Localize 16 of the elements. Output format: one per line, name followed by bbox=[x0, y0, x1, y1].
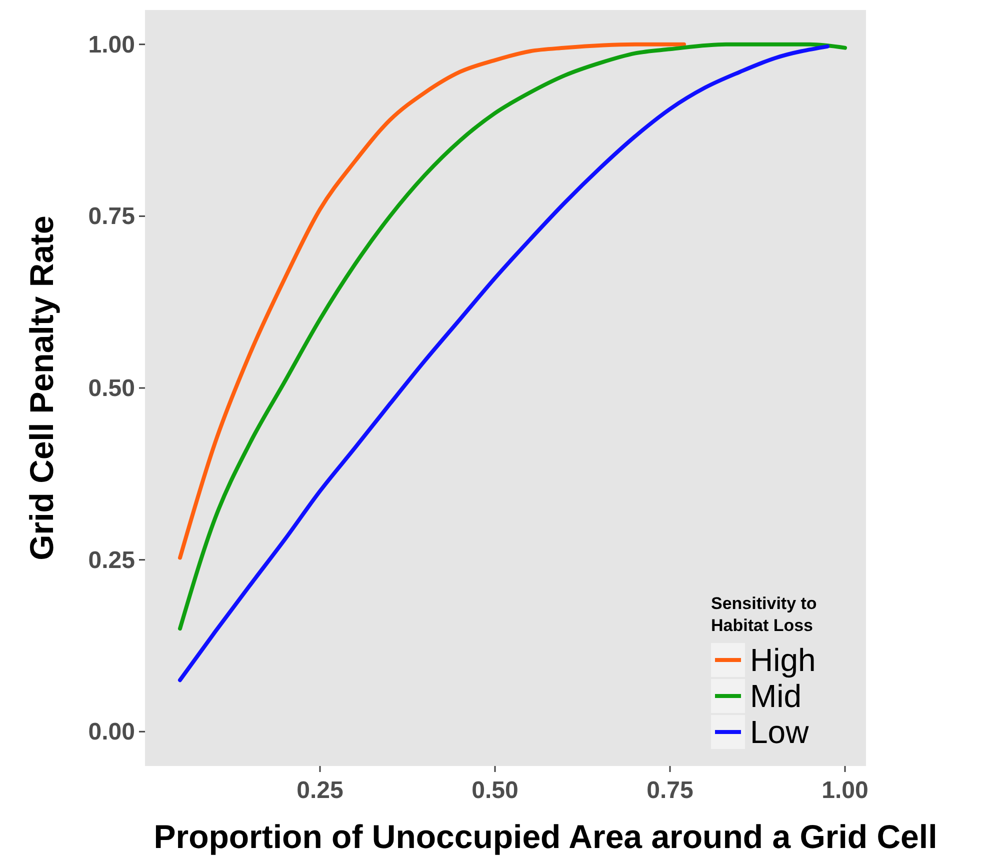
x-axis-title: Proportion of Unoccupied Area around a Grid Cell bbox=[154, 818, 938, 855]
line-series bbox=[178, 42, 686, 560]
y-tick-label: 0.75 bbox=[88, 203, 135, 230]
y-tick-label: 0.25 bbox=[88, 546, 135, 574]
x-tick-label: 0.75 bbox=[646, 777, 694, 804]
x-tick-label: 0.25 bbox=[296, 777, 344, 804]
y-tick-label: 0.00 bbox=[88, 718, 135, 746]
x-tick-label: 1.00 bbox=[822, 777, 868, 804]
legend-label: High bbox=[750, 642, 816, 678]
y-axis-title: Grid Cell Penalty Rate bbox=[23, 216, 60, 560]
legend-title: Sensitivity to Habitat Loss bbox=[711, 594, 817, 635]
y-tick-label: 1.00 bbox=[88, 31, 135, 58]
y-tick-label: 0.50 bbox=[88, 375, 135, 402]
x-tick-label: 0.50 bbox=[472, 777, 518, 804]
legend-label: Mid bbox=[750, 678, 802, 714]
legend-label: Low bbox=[750, 714, 810, 750]
